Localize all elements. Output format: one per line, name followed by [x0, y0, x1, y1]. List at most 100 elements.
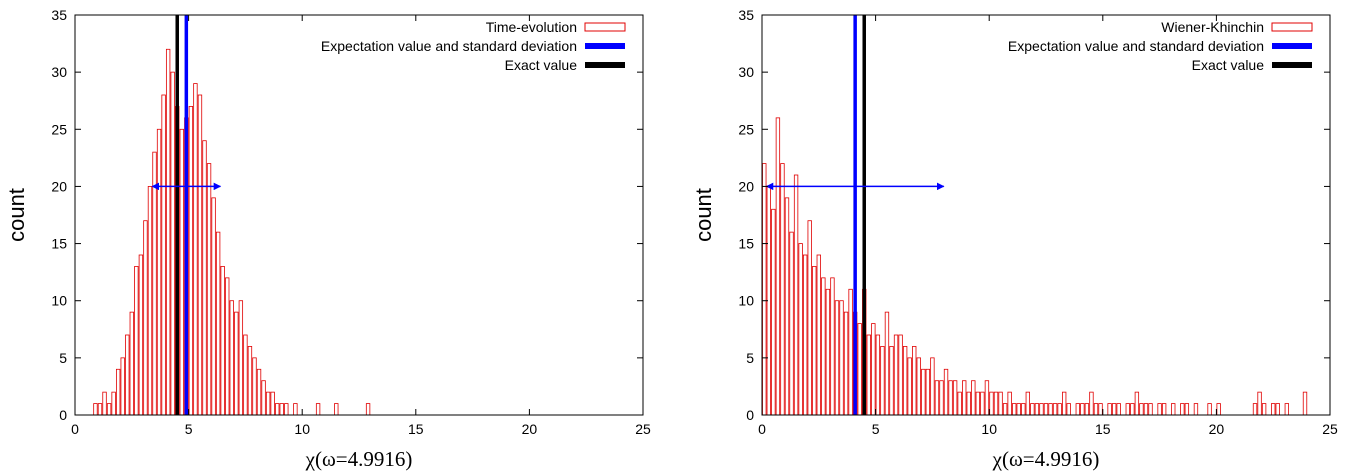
histogram-bar: [1025, 391, 1030, 416]
histogram-bar: [993, 391, 999, 416]
histogram-bar: [1275, 403, 1280, 416]
histogram-bar: [247, 346, 253, 416]
histogram-bar: [921, 368, 926, 416]
y-tick-label: 15: [738, 236, 754, 252]
x-axis-label: χ(ω=4.9916): [305, 447, 413, 471]
legend-label: Expectation value and standard deviation: [1008, 38, 1264, 54]
histogram-bar: [934, 380, 940, 416]
histogram-bar: [1134, 391, 1140, 416]
y-tick-label: 5: [746, 350, 754, 366]
histogram-bar: [1039, 403, 1044, 416]
y-tick-label: 25: [738, 121, 754, 137]
y-tick-label: 0: [59, 407, 67, 423]
histogram-bar: [275, 403, 280, 416]
histogram-bar: [1171, 403, 1176, 416]
histogram-bar: [802, 254, 808, 416]
x-tick-label: 20: [1209, 421, 1225, 437]
histogram-bar: [161, 94, 166, 416]
histogram-bar: [939, 380, 944, 416]
histogram-bar: [925, 368, 931, 416]
histogram-bar: [138, 254, 144, 416]
y-tick-label: 15: [51, 236, 67, 252]
y-axis-label: count: [4, 188, 29, 242]
histogram-bar: [1034, 403, 1040, 416]
histogram-bar: [1161, 403, 1167, 416]
x-tick-label: 10: [294, 421, 310, 437]
x-tick-label: 5: [185, 421, 193, 437]
histogram-bar: [129, 311, 134, 416]
histogram-bar: [165, 48, 171, 416]
histogram-bar: [784, 197, 790, 416]
y-tick-label: 10: [738, 293, 754, 309]
histogram-bar: [943, 368, 949, 416]
histogram-bar: [1302, 391, 1308, 416]
histogram-bar: [971, 380, 976, 416]
histogram-bar: [880, 346, 885, 416]
x-tick-label: 25: [1322, 421, 1338, 437]
x-tick-label: 10: [981, 421, 997, 437]
histogram-bar: [775, 117, 781, 416]
histogram-bar: [1066, 403, 1071, 416]
histogram-bar: [1048, 403, 1053, 416]
histogram-bar: [930, 357, 935, 416]
histogram-bar: [215, 231, 221, 416]
histogram-bar: [1002, 403, 1008, 416]
histogram-bar: [1111, 403, 1117, 416]
histogram-bar: [279, 403, 284, 416]
histogram-bar: [1125, 403, 1130, 416]
x-tick-label: 15: [408, 421, 424, 437]
histogram-bar: [843, 311, 849, 416]
histogram-bar: [334, 403, 339, 416]
y-tick-label: 30: [738, 64, 754, 80]
legend-label: Time-evolution: [486, 19, 577, 35]
histogram-bar: [771, 208, 776, 416]
histogram-bar: [1143, 403, 1149, 416]
histogram-bar: [206, 163, 212, 416]
histogram-bar: [834, 300, 840, 416]
histogram-bar: [202, 140, 207, 416]
histogram-bar: [234, 311, 239, 416]
legend-label: Expectation value and standard deviation: [321, 38, 577, 54]
histogram-bar: [293, 403, 298, 416]
histogram-bar: [821, 277, 826, 416]
histogram-bar: [143, 220, 148, 416]
histogram-bar: [902, 346, 908, 416]
histogram-bar: [1216, 403, 1221, 416]
histogram-bar: [884, 311, 890, 416]
histogram-bar: [998, 391, 1003, 416]
histogram-bar: [197, 94, 203, 416]
histogram-bar: [984, 380, 990, 416]
histogram-bar: [125, 334, 130, 416]
histogram-bar: [265, 391, 271, 416]
histogram-bar: [1084, 403, 1090, 416]
histogram-bar: [106, 403, 112, 416]
x-tick-label: 20: [522, 421, 538, 437]
histogram-bar: [1012, 403, 1017, 416]
y-tick-label: 5: [59, 350, 67, 366]
histogram-bar: [762, 163, 767, 416]
histogram-bar: [193, 83, 198, 416]
x-tick-label: 25: [635, 421, 651, 437]
histogram-bar: [893, 334, 899, 416]
histogram-bar: [188, 106, 194, 416]
histogram-bar: [957, 391, 962, 416]
histogram-bar: [898, 334, 903, 416]
histogram-bar: [97, 403, 103, 416]
histogram-bar: [211, 197, 216, 416]
histogram-bar: [1089, 391, 1094, 416]
histogram-bar: [866, 334, 871, 416]
histogram-bar: [1007, 391, 1012, 416]
histogram-bar: [848, 288, 853, 416]
legend-swatch: [1271, 22, 1313, 32]
histogram-bar: [120, 357, 125, 416]
x-tick-label: 5: [872, 421, 880, 437]
histogram-bar: [93, 403, 98, 416]
legend-label: Wiener-Khinchin: [1161, 19, 1264, 35]
histogram-bar: [156, 128, 162, 416]
histogram-bar: [789, 231, 794, 416]
histogram-bar: [1057, 403, 1062, 416]
y-axis-label: count: [691, 188, 716, 242]
histogram-bar: [952, 380, 958, 416]
histogram-bar: [1075, 403, 1080, 416]
